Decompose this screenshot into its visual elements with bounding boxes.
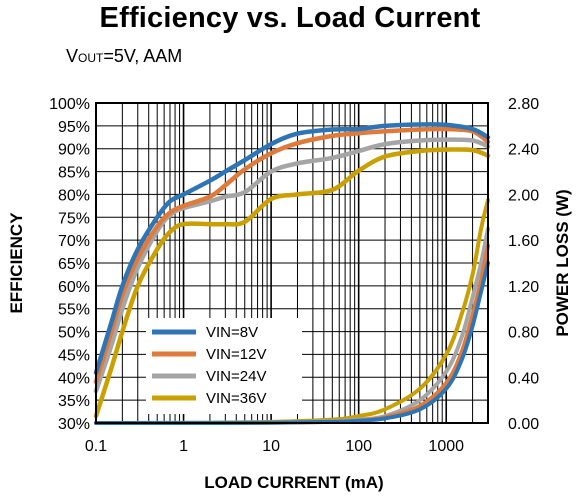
y-left-tick-label: 90% [58, 142, 90, 159]
legend-label: VIN=36V [206, 390, 266, 407]
y-right-tick-label: 0.40 [508, 370, 539, 387]
y-right-tick-label: 0.80 [508, 325, 539, 342]
y-left-tick-label: 40% [58, 370, 90, 387]
y-left-tick-label: 30% [58, 416, 90, 433]
legend-label: VIN=8V [206, 324, 258, 341]
y-left-tick-label: 55% [58, 302, 90, 319]
y-right-tick-label: 2.00 [508, 187, 539, 204]
y-left-tick-label: 100% [49, 96, 90, 113]
legend: VIN=8V VIN=12V VIN=24V VIN=36V [146, 318, 302, 414]
y-left-tick-label: 80% [58, 187, 90, 204]
x-tick-label: 1 [179, 438, 188, 455]
y-left-tick-label: 65% [58, 256, 90, 273]
y-axis-left-label: EFFICIENCY [7, 212, 26, 314]
y-left-tick-label: 50% [58, 325, 90, 342]
efficiency-line-vin-36v [93, 147, 491, 419]
x-tick-label: 0.1 [85, 438, 107, 455]
y-axis-right-label: POWER LOSS (W) [553, 189, 572, 336]
y-left-tick-label: 75% [58, 210, 90, 227]
y-left-tick-label: 85% [58, 165, 90, 182]
y-left-tick-label: 45% [58, 347, 90, 364]
y-left-tick-label: 35% [58, 393, 90, 410]
chart-title: Efficiency vs. Load Current [99, 2, 481, 34]
y-right-tick-label: 1.60 [508, 233, 539, 250]
subtitle-v: V [66, 46, 79, 66]
efficiency-line-vin-24v [93, 137, 491, 394]
y-left-tick-label: 70% [58, 233, 90, 250]
y-right-tick-label: 2.80 [508, 96, 539, 113]
y-right-tick-label: 0.00 [508, 416, 539, 433]
subtitle-subscript: OUT [78, 51, 104, 65]
y-right-tick-label: 1.20 [508, 279, 539, 296]
legend-label: VIN=12V [206, 346, 266, 363]
efficiency-line-vin-8v [93, 122, 491, 375]
x-tick-label: 100 [345, 438, 372, 455]
chart-subtitle: VOUT=5V, AAM [66, 46, 182, 67]
y-left-tick-label: 95% [58, 119, 90, 136]
efficiency-line-vin-12v [93, 126, 491, 385]
y-right-tick-label: 2.40 [508, 142, 539, 159]
x-tick-label: 10 [262, 438, 280, 455]
x-tick-label: 1000 [428, 438, 464, 455]
tick-labels: 0.1 1 10 100 1000 30% 35% 40% 45% 50% 55% 60% 65% 70%… [49, 96, 539, 455]
y-left-tick-label: 60% [58, 279, 90, 296]
x-axis-label: LOAD CURRENT (mA) [204, 473, 383, 492]
plot-frame [95, 102, 489, 424]
subtitle-rest: =5V, AAM [103, 46, 183, 66]
legend-label: VIN=24V [206, 368, 266, 385]
